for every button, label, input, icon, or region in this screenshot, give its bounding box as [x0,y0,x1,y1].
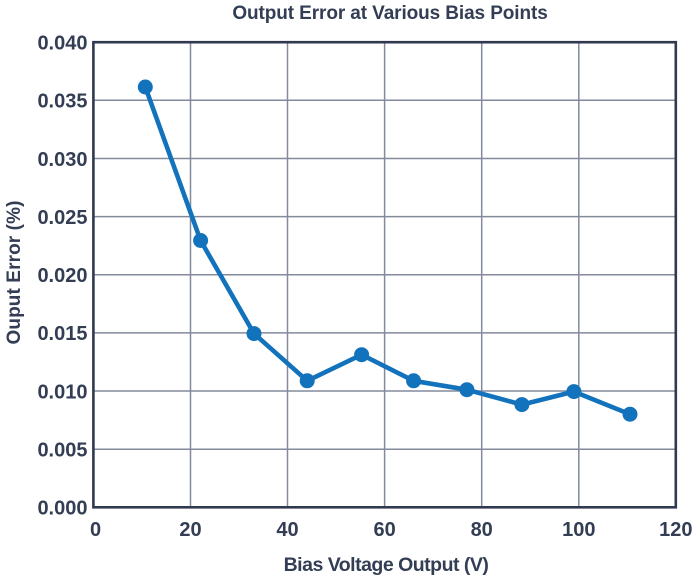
svg-text:Output Error at Various Bias P: Output Error at Various Bias Points [232,3,547,24]
svg-text:120: 120 [659,519,692,541]
svg-text:0.020: 0.020 [37,265,87,287]
svg-text:60: 60 [373,519,395,541]
svg-text:0.005: 0.005 [37,440,87,462]
svg-text:0.035: 0.035 [37,91,87,113]
svg-text:80: 80 [471,519,493,541]
svg-text:100: 100 [562,519,595,541]
svg-text:0.000: 0.000 [37,498,87,520]
svg-text:Bias Voltage Output (V): Bias Voltage Output (V) [284,554,489,576]
svg-text:0.040: 0.040 [37,33,87,55]
svg-text:0: 0 [90,519,101,541]
svg-text:Ouput Error (%): Ouput Error (%) [4,201,25,345]
svg-text:0.025: 0.025 [37,207,87,229]
svg-text:0.010: 0.010 [37,381,87,403]
svg-text:20: 20 [179,519,201,541]
svg-text:0.015: 0.015 [37,323,87,345]
svg-text:40: 40 [276,519,298,541]
svg-text:0.030: 0.030 [37,149,87,171]
